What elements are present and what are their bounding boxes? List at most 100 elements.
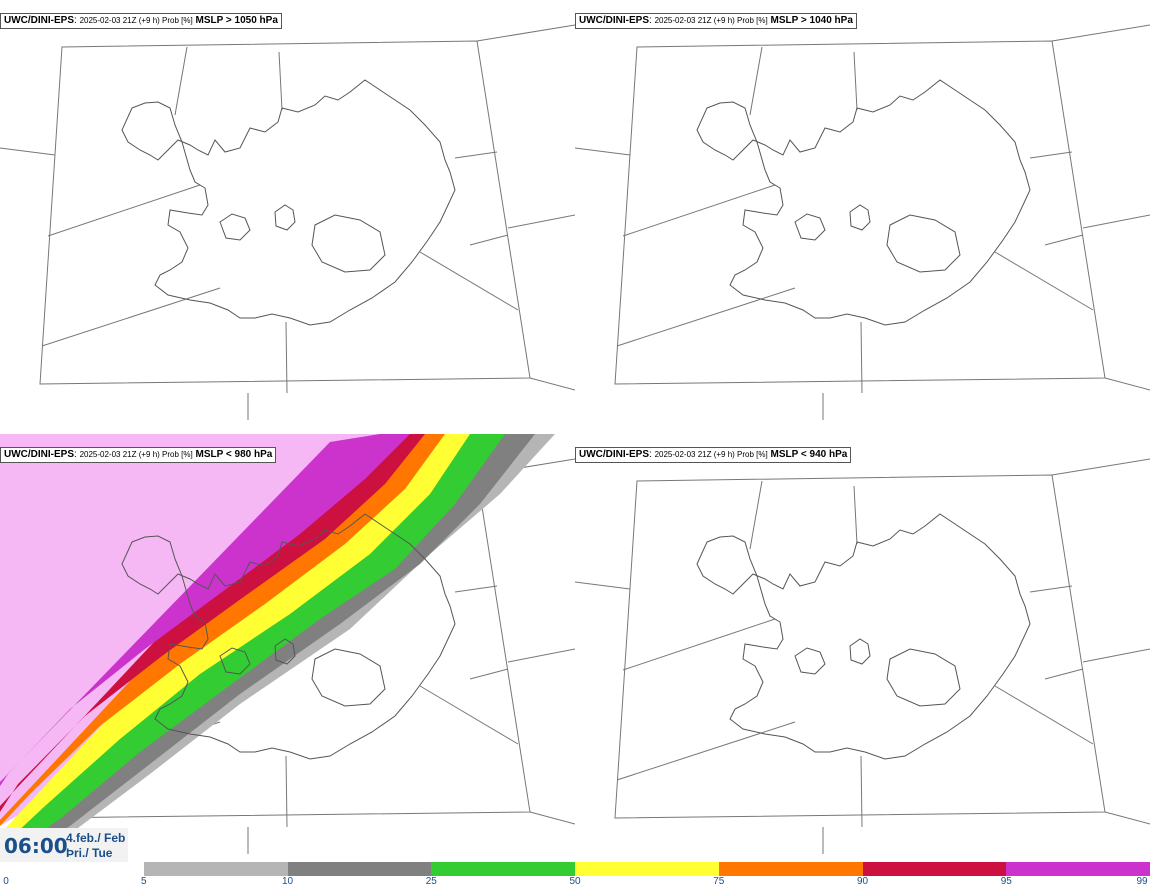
colorbar-segment [1006, 862, 1150, 876]
graticule-line [1044, 668, 1084, 680]
map-svg [575, 24, 1150, 420]
panel-title: UWC/DINI-EPS: 2025-02-03 21Z (+9 h) Prob… [575, 447, 852, 463]
colorbar-tick-label: 75 [713, 876, 725, 887]
graticule-line [507, 214, 575, 229]
prob-band-4 [0, 434, 445, 826]
map-panel-4: UWC/DINI-EPS: 2025-02-03 21Z (+9 h) Prob… [575, 434, 1150, 866]
lake-outline [794, 213, 826, 241]
graticule-line [622, 184, 776, 237]
graticule-line [1082, 648, 1150, 663]
colorbar-segment [287, 862, 432, 876]
iceland-coastline [121, 513, 456, 760]
prob-band-3 [0, 434, 470, 848]
map-panel-1: UWC/DINI-EPS: 2025-02-03 21Z (+9 h) Prob… [0, 0, 575, 432]
graticule-line [1044, 234, 1084, 246]
graticule-line [1082, 214, 1150, 229]
probability-bands [0, 434, 555, 866]
graticule-line [529, 811, 575, 825]
valid-time: 06:00 [4, 834, 68, 858]
graticule [575, 24, 1150, 420]
map-svg [0, 434, 575, 866]
colorbar: 0 5 10 25 50 75 90 95 99 [0, 862, 1150, 891]
panel-title: UWC/DINI-EPS: 2025-02-03 21Z (+9 h) Prob… [0, 13, 282, 29]
graticule-line [749, 46, 763, 116]
graticule-line [616, 721, 796, 781]
graticule-line [1029, 585, 1073, 593]
graticule-line [994, 251, 1094, 311]
graticule-line [860, 321, 863, 394]
lake-outline [274, 204, 296, 231]
graticule-line [285, 755, 288, 828]
colorbar-segment [718, 862, 863, 876]
graticule [0, 24, 575, 420]
graticule-line [994, 685, 1094, 745]
graticule-line [454, 151, 498, 159]
iceland-coastline [696, 79, 1031, 326]
prob-band-6 [0, 434, 410, 786]
coastline [121, 79, 456, 326]
colorbar-tick-label: 10 [281, 876, 294, 887]
graticule-line [476, 24, 575, 42]
lake-outline [886, 648, 961, 707]
colorbar-tick-label: 25 [425, 876, 437, 887]
graticule-line [575, 147, 631, 156]
lake-outline [849, 204, 871, 231]
graticule-line [278, 51, 283, 111]
lake-outline [219, 213, 251, 241]
colorbar-segment [0, 862, 144, 876]
colorbar-tick-label: 90 [856, 876, 869, 887]
panel-title: UWC/DINI-EPS: 2025-02-03 21Z (+9 h) Prob… [0, 447, 277, 463]
graticule-line [1051, 458, 1150, 476]
graticule-line [616, 287, 796, 347]
iceland-coastline [696, 513, 1031, 760]
colorbar-tick-label: 95 [1000, 876, 1012, 887]
graticule-line [529, 377, 575, 391]
graticule-line [1029, 151, 1073, 159]
colorbar-segment [143, 862, 288, 876]
graticule-line [47, 184, 201, 237]
lake-outline [886, 214, 961, 273]
prob-band-5 [0, 434, 425, 812]
lake-outline [311, 214, 386, 273]
graticule-line [41, 287, 221, 347]
map-svg [0, 24, 575, 420]
colorbar-tick-label: 0 [3, 876, 9, 887]
graticule [575, 458, 1150, 854]
graticule-line [454, 585, 498, 593]
graticule-line [419, 251, 519, 311]
graticule-line [469, 234, 509, 246]
lake-outline [794, 647, 826, 675]
map-svg [575, 458, 1150, 854]
lake-outline [219, 647, 251, 675]
graticule-line [285, 321, 288, 394]
graticule-line [749, 480, 763, 550]
panel-title: UWC/DINI-EPS: 2025-02-03 21Z (+9 h) Prob… [575, 13, 857, 29]
valid-time-box: 06:00 4.feb./ Feb Þri./ Tue [0, 828, 128, 862]
valid-weekday: Þri./ Tue [66, 846, 113, 860]
coastline [696, 513, 1031, 760]
coastline [121, 513, 456, 760]
graticule-line [1104, 811, 1150, 825]
colorbar-segment [431, 862, 575, 876]
lake-outline [274, 638, 296, 665]
colorbar-segment [575, 862, 719, 876]
map-panel-2: UWC/DINI-EPS: 2025-02-03 21Z (+9 h) Prob… [575, 0, 1150, 432]
graticule-line [614, 40, 1106, 385]
colorbar-tick-label: 5 [140, 876, 147, 887]
map-panel-3: UWC/DINI-EPS: 2025-02-03 21Z (+9 h) Prob… [0, 434, 575, 866]
graticule-line [622, 618, 776, 671]
coastline [696, 79, 1031, 326]
graticule-line [174, 46, 188, 116]
graticule-line [39, 40, 531, 385]
graticule-line [1051, 24, 1150, 42]
graticule-line [575, 581, 631, 590]
graticule-line [853, 485, 858, 545]
colorbar-tick-label: 50 [569, 876, 581, 887]
graticule-line [853, 51, 858, 111]
colorbar-tick-label: 99 [1136, 876, 1148, 887]
graticule-line [1104, 377, 1150, 391]
lake-outline [849, 638, 871, 665]
graticule-line [419, 685, 519, 745]
graticule-line [0, 147, 56, 156]
colorbar-segment [862, 862, 1007, 876]
